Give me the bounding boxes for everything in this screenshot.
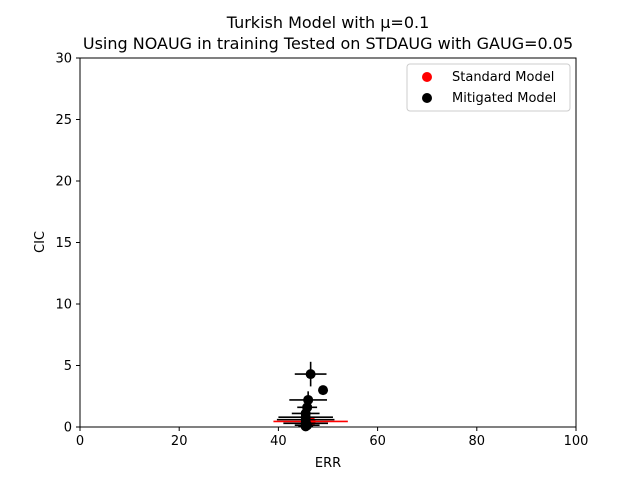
y-axis-ticks: 0 5 10 15 20 25 30 bbox=[55, 52, 80, 436]
legend-label-standard: Standard Model bbox=[452, 70, 554, 85]
x-tick-label: 100 bbox=[564, 434, 589, 449]
legend-marker-mitigated bbox=[422, 93, 432, 103]
data-point bbox=[300, 421, 311, 432]
y-tick-label: 20 bbox=[55, 175, 72, 190]
data-point bbox=[305, 369, 316, 380]
x-tick-label: 80 bbox=[469, 434, 486, 449]
chart-subtitle: Using NOAUG in training Tested on STDAUG… bbox=[83, 34, 573, 53]
legend-label-mitigated: Mitigated Model bbox=[452, 91, 556, 106]
legend-marker-standard bbox=[422, 72, 432, 82]
data-point bbox=[303, 394, 314, 405]
y-tick-label: 30 bbox=[55, 52, 72, 67]
plot-marks bbox=[273, 361, 348, 432]
data-point bbox=[318, 385, 329, 396]
x-tick-label: 60 bbox=[369, 434, 386, 449]
legend-box bbox=[406, 63, 571, 112]
x-tick-label: 0 bbox=[76, 434, 84, 449]
y-tick-label: 0 bbox=[64, 421, 72, 436]
legend: Standard Model Mitigated Model bbox=[406, 63, 571, 112]
x-axis-label: ERR bbox=[315, 456, 341, 471]
y-tick-label: 5 bbox=[64, 359, 72, 374]
x-tick-label: 20 bbox=[171, 434, 188, 449]
chart-title: Turkish Model with μ=0.1 bbox=[226, 13, 430, 32]
y-axis-label: CIC bbox=[33, 231, 48, 253]
y-tick-label: 15 bbox=[55, 236, 72, 251]
x-tick-label: 40 bbox=[270, 434, 287, 449]
y-tick-label: 10 bbox=[55, 298, 72, 313]
x-axis-ticks: 0 20 40 60 80 100 bbox=[76, 427, 589, 449]
plot-frame bbox=[79, 57, 577, 428]
y-tick-label: 25 bbox=[55, 113, 72, 128]
series-mitigated-model bbox=[276, 361, 335, 432]
